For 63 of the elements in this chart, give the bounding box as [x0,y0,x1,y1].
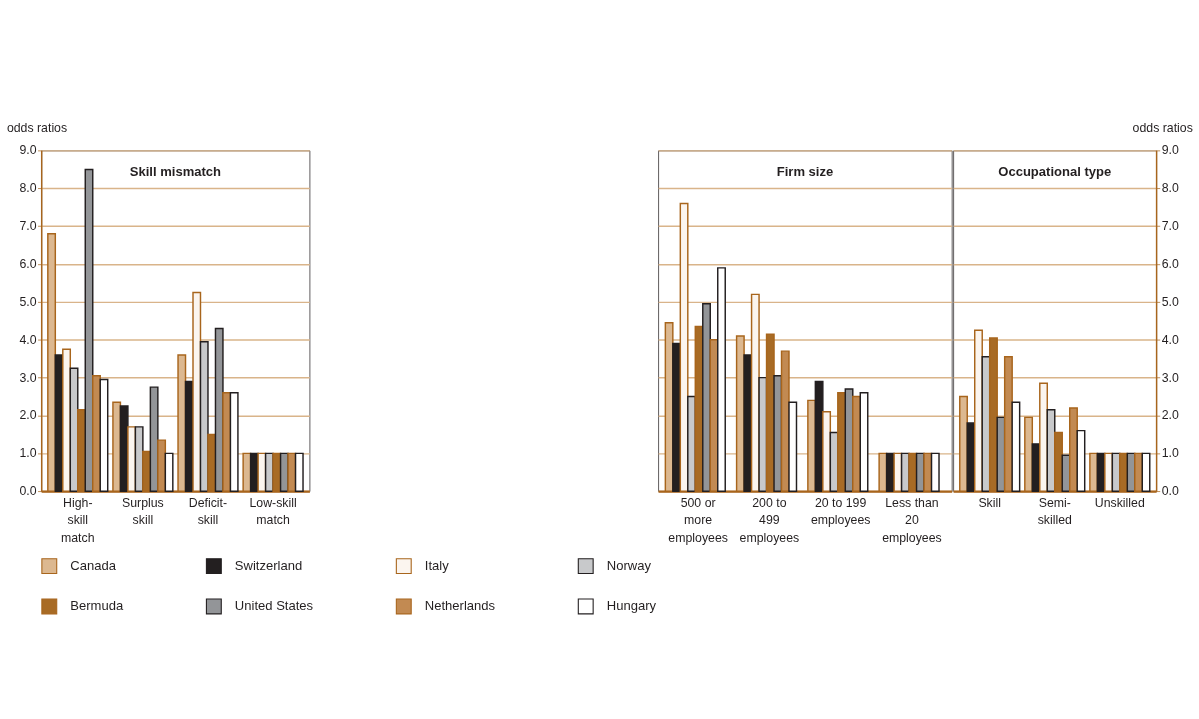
bar [773,375,783,492]
y-tick-label: 4.0 [19,332,37,347]
x-tick-label: Skill [978,495,1001,510]
y2-tick-label: 0.0 [1161,484,1179,499]
y2-tick-label: 2.0 [1161,408,1179,423]
bar [743,354,753,492]
bar [164,452,174,492]
legend-label: Norway [606,557,652,573]
y-tick-label: 5.0 [19,294,37,309]
bar [930,452,940,492]
bar [687,395,697,492]
text: Skill mismatch [129,163,222,179]
x-tick-label: High-skill match [61,495,95,545]
y-tick-label: 9.0 [19,143,37,158]
y2-tick-label: 1.0 [1161,446,1179,461]
x-tick-label: Low-skill match [249,495,297,528]
legend-label: Switzerland [234,557,303,573]
bar [758,376,768,492]
x-tick-label: Surplus skill [122,495,164,528]
x-tick-label: Semi-skilled [1037,495,1072,528]
text: Firm size [776,163,834,179]
x-tick-label: 20 to 199 employees [810,495,871,528]
bar [859,392,869,492]
x-tick-label: 500 or more employees [668,495,728,545]
y-tick-label: 8.0 [19,181,37,196]
y-axis-title: odds ratios [6,121,68,136]
y2-tick-label: 8.0 [1161,181,1179,196]
x-tick-label: Deficit-skill [188,495,228,528]
y2-axis-title: odds ratios [1132,121,1193,136]
y2-tick-label: 3.0 [1161,370,1179,385]
legend-label: Hungary [606,598,657,614]
x-tick-label: Less than 20 employees [882,495,942,545]
legend-label: Netherlands [424,598,496,614]
bar [788,401,798,492]
bar [1076,429,1086,492]
text: Occupational type [998,163,1112,179]
bar [981,356,991,492]
y-tick-label: 6.0 [19,257,37,272]
bar [99,378,109,492]
y-tick-label: 7.0 [19,219,37,234]
y-tick-label: 2.0 [19,408,37,423]
legend-label: Italy [424,557,450,573]
x-tick-label: 200 to 499 employees [739,495,800,545]
bar [717,267,726,492]
y2-tick-label: 5.0 [1161,294,1179,309]
y2-tick-label: 9.0 [1161,143,1179,158]
bar [149,386,159,492]
bar [294,452,304,492]
y-tick-label: 3.0 [19,370,37,385]
legend-label: Bermuda [70,598,124,614]
y-tick-label: 1.0 [19,446,37,461]
bar [672,342,682,492]
bar [199,340,209,492]
bar [229,392,239,492]
legend-label: United States [234,598,314,614]
legend-label: Canada [70,557,117,573]
bar [1011,401,1021,492]
bar [702,303,711,492]
x-tick-label: Unskilled [1094,495,1145,510]
y2-tick-label: 6.0 [1161,257,1179,272]
y2-tick-label: 4.0 [1161,332,1179,347]
y2-tick-label: 7.0 [1161,219,1179,234]
y-tick-label: 0.0 [19,484,37,499]
